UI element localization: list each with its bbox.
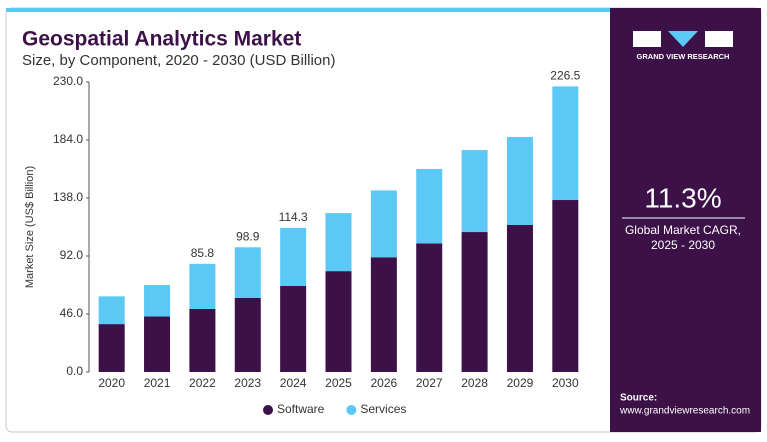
- x-tick-label: 2024: [280, 376, 307, 390]
- x-tick-label: 2020: [98, 376, 125, 390]
- source-label: Source:: [620, 393, 657, 404]
- logo-chevron: [668, 31, 698, 47]
- logo-block: [633, 31, 661, 47]
- bar-segment: [461, 150, 488, 233]
- cagr-label: 2025 - 2030: [651, 238, 715, 252]
- side-panel: [610, 8, 761, 432]
- logo: [633, 31, 733, 47]
- cagr-label: Global Market CAGR,: [625, 223, 741, 237]
- y-tick-label: 0.0: [66, 364, 83, 378]
- bar-segment: [234, 297, 261, 372]
- y-tick-label: 46.0: [60, 306, 84, 320]
- bar-segment: [144, 285, 171, 317]
- logo-block: [705, 31, 733, 47]
- bar-segment: [461, 232, 488, 372]
- bar-segment: [552, 200, 579, 372]
- bar-segment: [325, 271, 352, 372]
- bar-segment: [234, 247, 261, 298]
- y-tick-label: 138.0: [53, 190, 83, 204]
- legend-label: Services: [360, 402, 406, 416]
- bar-segment: [506, 224, 533, 372]
- total-label: 85.8: [191, 246, 215, 260]
- x-tick-label: 2025: [325, 376, 352, 390]
- bar-segment: [325, 213, 352, 272]
- bar-segment: [370, 257, 397, 372]
- top-stripe: [6, 8, 610, 12]
- bar-segment: [280, 227, 307, 287]
- total-label: 98.9: [236, 229, 260, 243]
- bar-segment: [370, 190, 397, 258]
- total-label: 114.3: [279, 210, 308, 224]
- legend-swatch: [263, 405, 273, 415]
- bar-segment: [189, 263, 216, 309]
- x-tick-label: 2030: [552, 376, 579, 390]
- chart-title: Geospatial Analytics Market: [22, 28, 301, 51]
- x-tick-label: 2029: [507, 376, 534, 390]
- bar-segment: [280, 286, 307, 372]
- x-tick-label: 2023: [234, 376, 261, 390]
- legend-swatch: [346, 405, 357, 415]
- y-axis-label: Market Size (US$ Billion): [24, 166, 36, 288]
- legend-label: Software: [277, 402, 325, 416]
- x-tick-label: 2021: [144, 376, 171, 390]
- total-label: 226.5: [550, 69, 580, 83]
- bar-segment: [416, 169, 443, 244]
- source-url: www.grandviewresearch.com: [619, 406, 750, 417]
- bar-segment: [416, 243, 443, 372]
- x-tick-label: 2028: [461, 376, 488, 390]
- y-tick-label: 230.0: [53, 74, 83, 88]
- x-tick-label: 2026: [371, 376, 398, 390]
- bar-segment: [144, 316, 171, 372]
- bar-segment: [506, 136, 533, 225]
- chart-subtitle: Size, by Component, 2020 - 2030 (USD Bil…: [22, 52, 336, 69]
- y-tick-label: 184.0: [53, 132, 83, 146]
- brand: GRAND VIEW RESEARCH: [637, 52, 730, 61]
- bar-segment: [98, 296, 125, 325]
- y-tick-label: 92.0: [60, 248, 84, 262]
- cagr-value: 11.3%: [644, 182, 721, 213]
- bar-segment: [552, 86, 579, 201]
- bar-segment: [98, 324, 125, 372]
- x-tick-label: 2027: [416, 376, 443, 390]
- bar-segment: [189, 308, 216, 372]
- x-tick-label: 2022: [189, 376, 216, 390]
